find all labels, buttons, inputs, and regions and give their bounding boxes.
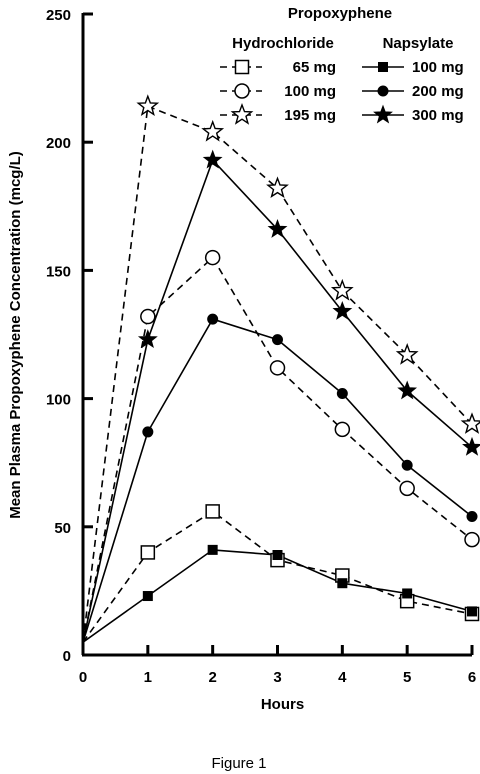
legend-label: 195 mg (284, 107, 336, 124)
x-tick-label: 0 (79, 669, 87, 686)
data-point-2-4 (330, 278, 354, 301)
data-point-2-6 (460, 412, 480, 434)
series-markers (136, 94, 480, 622)
y-axis-title: Mean Plasma Propoxyphene Concentration (… (7, 151, 24, 519)
data-point-2-2 (201, 119, 225, 142)
legend-marker (373, 104, 393, 124)
data-point-3-3 (272, 550, 283, 561)
legend-entry-hydrochloride-1: 100 mg (220, 83, 336, 100)
data-point-5-5 (397, 380, 418, 400)
data-point-1-5 (399, 480, 415, 497)
data-point-1-6 (464, 531, 480, 548)
legend-group-title-hydrochloride: Hydrochloride (232, 35, 334, 52)
legend-entry-napsylate-0: 100 mg (362, 59, 464, 76)
data-point-2-3 (266, 176, 289, 198)
data-point-1-3 (269, 360, 286, 376)
legend-entry-napsylate-2: 300 mg (362, 104, 464, 124)
data-point-4-3 (272, 334, 283, 346)
x-tick-label: 4 (338, 669, 347, 686)
series-layer (82, 94, 480, 643)
y-tick-label: 0 (63, 648, 71, 665)
figure-caption: Figure 1 (211, 755, 266, 772)
legend-marker (230, 103, 254, 125)
y-tick-label: 150 (46, 263, 71, 280)
y-tick-label: 250 (46, 7, 71, 24)
x-axis-title: Hours (261, 696, 304, 713)
data-point-4-4 (336, 387, 348, 399)
data-point-5-4 (332, 300, 353, 320)
data-point-5-3 (267, 218, 288, 238)
data-point-1-4 (334, 421, 351, 438)
chart-title: Propoxyphene (288, 5, 392, 22)
legend-marker (234, 59, 250, 75)
legend-label: 200 mg (412, 83, 464, 100)
data-point-5-1 (137, 329, 158, 349)
legend: Propoxyphene Hydrochloride Napsylate 65 … (220, 5, 464, 125)
data-point-3-4 (337, 578, 348, 589)
data-point-2-1 (136, 94, 160, 117)
legend-marker (377, 85, 389, 97)
data-point-3-5 (402, 588, 413, 599)
x-tick-label: 1 (144, 669, 152, 686)
data-point-4-2 (207, 313, 219, 325)
series-line-0 (82, 510, 473, 643)
x-tick-label: 6 (468, 669, 476, 686)
legend-group-title-napsylate: Napsylate (383, 35, 454, 52)
legend-label: 100 mg (284, 83, 336, 100)
y-tick-label: 200 (46, 135, 71, 152)
data-point-5-6 (462, 436, 480, 456)
data-point-4-6 (466, 511, 478, 523)
legend-entry-napsylate-1: 200 mg (362, 83, 464, 100)
legend-entry-hydrochloride-0: 65 mg (220, 59, 336, 76)
data-point-1-1 (140, 308, 156, 325)
data-point-3-1 (142, 591, 153, 602)
data-point-3-6 (467, 606, 477, 617)
y-ticks: 0 50 100 150 200 250 (46, 7, 93, 665)
y-tick-label: 50 (54, 520, 71, 537)
x-tick-label: 5 (403, 669, 411, 686)
legend-marker (378, 62, 388, 72)
data-point-0-1 (140, 545, 156, 560)
data-point-3-2 (207, 544, 218, 555)
x-tick-label: 3 (273, 669, 281, 686)
legend-label: 65 mg (293, 59, 336, 76)
data-point-5-2 (202, 149, 223, 169)
legend-marker (234, 83, 250, 99)
legend-label: 100 mg (412, 59, 464, 76)
data-point-2-5 (395, 342, 419, 365)
legend-entry-hydrochloride-2: 195 mg (220, 103, 336, 125)
x-tick-label: 2 (208, 669, 216, 686)
data-point-1-2 (204, 249, 221, 266)
y-tick-label: 100 (46, 392, 71, 409)
legend-label: 300 mg (412, 107, 464, 124)
data-point-0-2 (205, 504, 220, 519)
x-ticks: 0 1 2 3 4 5 6 (79, 645, 476, 686)
data-point-4-5 (401, 459, 413, 471)
data-point-4-1 (142, 426, 154, 438)
